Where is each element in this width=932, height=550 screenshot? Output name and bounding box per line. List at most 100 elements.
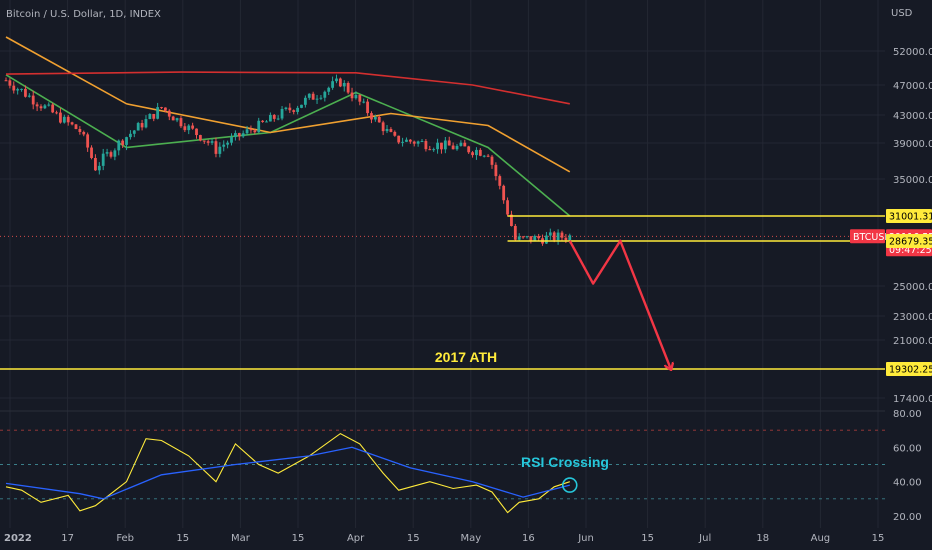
candle-body	[222, 144, 226, 147]
candle-body	[109, 152, 113, 157]
candle-body	[167, 110, 171, 117]
candle-body	[125, 137, 128, 145]
candle-body	[346, 82, 350, 93]
candle-body	[272, 114, 276, 119]
candle-body	[199, 135, 202, 141]
candle-body	[366, 101, 369, 114]
candle-body	[482, 155, 486, 157]
candle-body	[148, 113, 152, 120]
candle-body	[440, 142, 443, 150]
candle-body	[397, 135, 401, 143]
candle-body	[568, 235, 572, 241]
candle-body	[506, 200, 509, 215]
candle-body	[78, 129, 82, 132]
ma-line-short	[5, 74, 571, 217]
candle-body	[315, 98, 319, 100]
candle-body	[428, 149, 432, 151]
candle-body	[253, 130, 257, 133]
candle-body	[140, 123, 144, 128]
candle-body	[16, 89, 20, 91]
candle-body	[447, 140, 451, 146]
candle-body	[494, 164, 498, 177]
candle-body	[43, 105, 47, 109]
candle-body	[389, 128, 393, 132]
candle-body	[296, 107, 299, 112]
candle-body	[129, 133, 132, 138]
candle-body	[280, 108, 284, 119]
candle-body	[12, 85, 16, 91]
candle-body	[533, 236, 537, 242]
rsi-y-tick-label: 60.00	[893, 443, 922, 454]
price-tag-label: 28679.35	[889, 237, 932, 248]
chart-title: Bitcoin / U.S. Dollar, 1D, INDEX	[6, 9, 161, 20]
candle-body	[97, 165, 101, 171]
candle-body	[226, 142, 230, 145]
x-tick-label: 16	[522, 533, 535, 544]
candle-body	[548, 232, 552, 236]
rsi-y-tick-label: 80.00	[893, 409, 922, 420]
candle-body	[475, 149, 478, 156]
x-tick-label: 18	[756, 533, 769, 544]
x-tick-label: Jul	[698, 533, 711, 544]
x-tick-label: 15	[872, 533, 885, 544]
candle-body	[513, 225, 517, 240]
candle-body	[478, 149, 482, 156]
candle-body	[412, 141, 416, 144]
candle-body	[323, 91, 327, 98]
x-tick-label: 15	[292, 533, 305, 544]
candle-body	[74, 124, 78, 130]
candle-body	[94, 157, 97, 171]
y-tick-label: 17400.00	[893, 394, 932, 405]
candle-body	[175, 118, 179, 121]
candle-body	[498, 176, 502, 186]
candle-body	[183, 126, 187, 131]
x-tick-label: Mar	[231, 533, 251, 544]
rsi-pane	[0, 429, 885, 514]
candle-body	[486, 155, 490, 157]
candle-body	[70, 122, 74, 125]
candle-body	[564, 237, 568, 241]
x-tick-label: Aug	[811, 533, 831, 544]
projection-arrow	[568, 239, 671, 369]
candle-body	[327, 87, 331, 92]
candle-body	[230, 137, 233, 143]
candle-body	[47, 104, 51, 106]
candle-body	[307, 93, 311, 98]
candle-body	[443, 140, 447, 150]
candle-body	[311, 93, 315, 100]
candle-body	[90, 147, 93, 158]
candle-body	[20, 88, 23, 90]
candle-body	[206, 141, 210, 143]
rsi-line	[5, 432, 570, 514]
candle-body	[545, 235, 548, 244]
candle-body	[113, 150, 117, 157]
candle-body	[249, 129, 253, 131]
candle-body	[288, 107, 292, 111]
candle-body	[265, 121, 268, 123]
price-tag-label: BTCUSD	[853, 232, 892, 243]
rsi-ma-line	[5, 446, 570, 500]
candle-body	[342, 82, 346, 87]
candle-body	[354, 94, 358, 99]
candle-body	[350, 92, 354, 99]
candle-body	[300, 104, 303, 108]
x-tick-label: 15	[407, 533, 420, 544]
candle-body	[552, 232, 556, 241]
ma-line-mid	[5, 36, 571, 173]
candle-body	[416, 141, 420, 144]
candle-body	[471, 152, 474, 156]
candle-body	[86, 134, 90, 148]
y-tick-label: 23000.00	[893, 312, 932, 323]
candle-body	[160, 107, 163, 109]
y-tick-label: 21000.00	[893, 336, 932, 347]
candle-body	[144, 119, 148, 128]
candle-body	[502, 185, 506, 201]
candle-body	[268, 114, 272, 122]
candle-body	[560, 232, 564, 238]
candle-body	[24, 88, 27, 97]
candle-body	[245, 129, 249, 134]
moving-averages	[5, 36, 571, 217]
candle-body	[303, 97, 307, 105]
candle-body	[195, 128, 198, 136]
